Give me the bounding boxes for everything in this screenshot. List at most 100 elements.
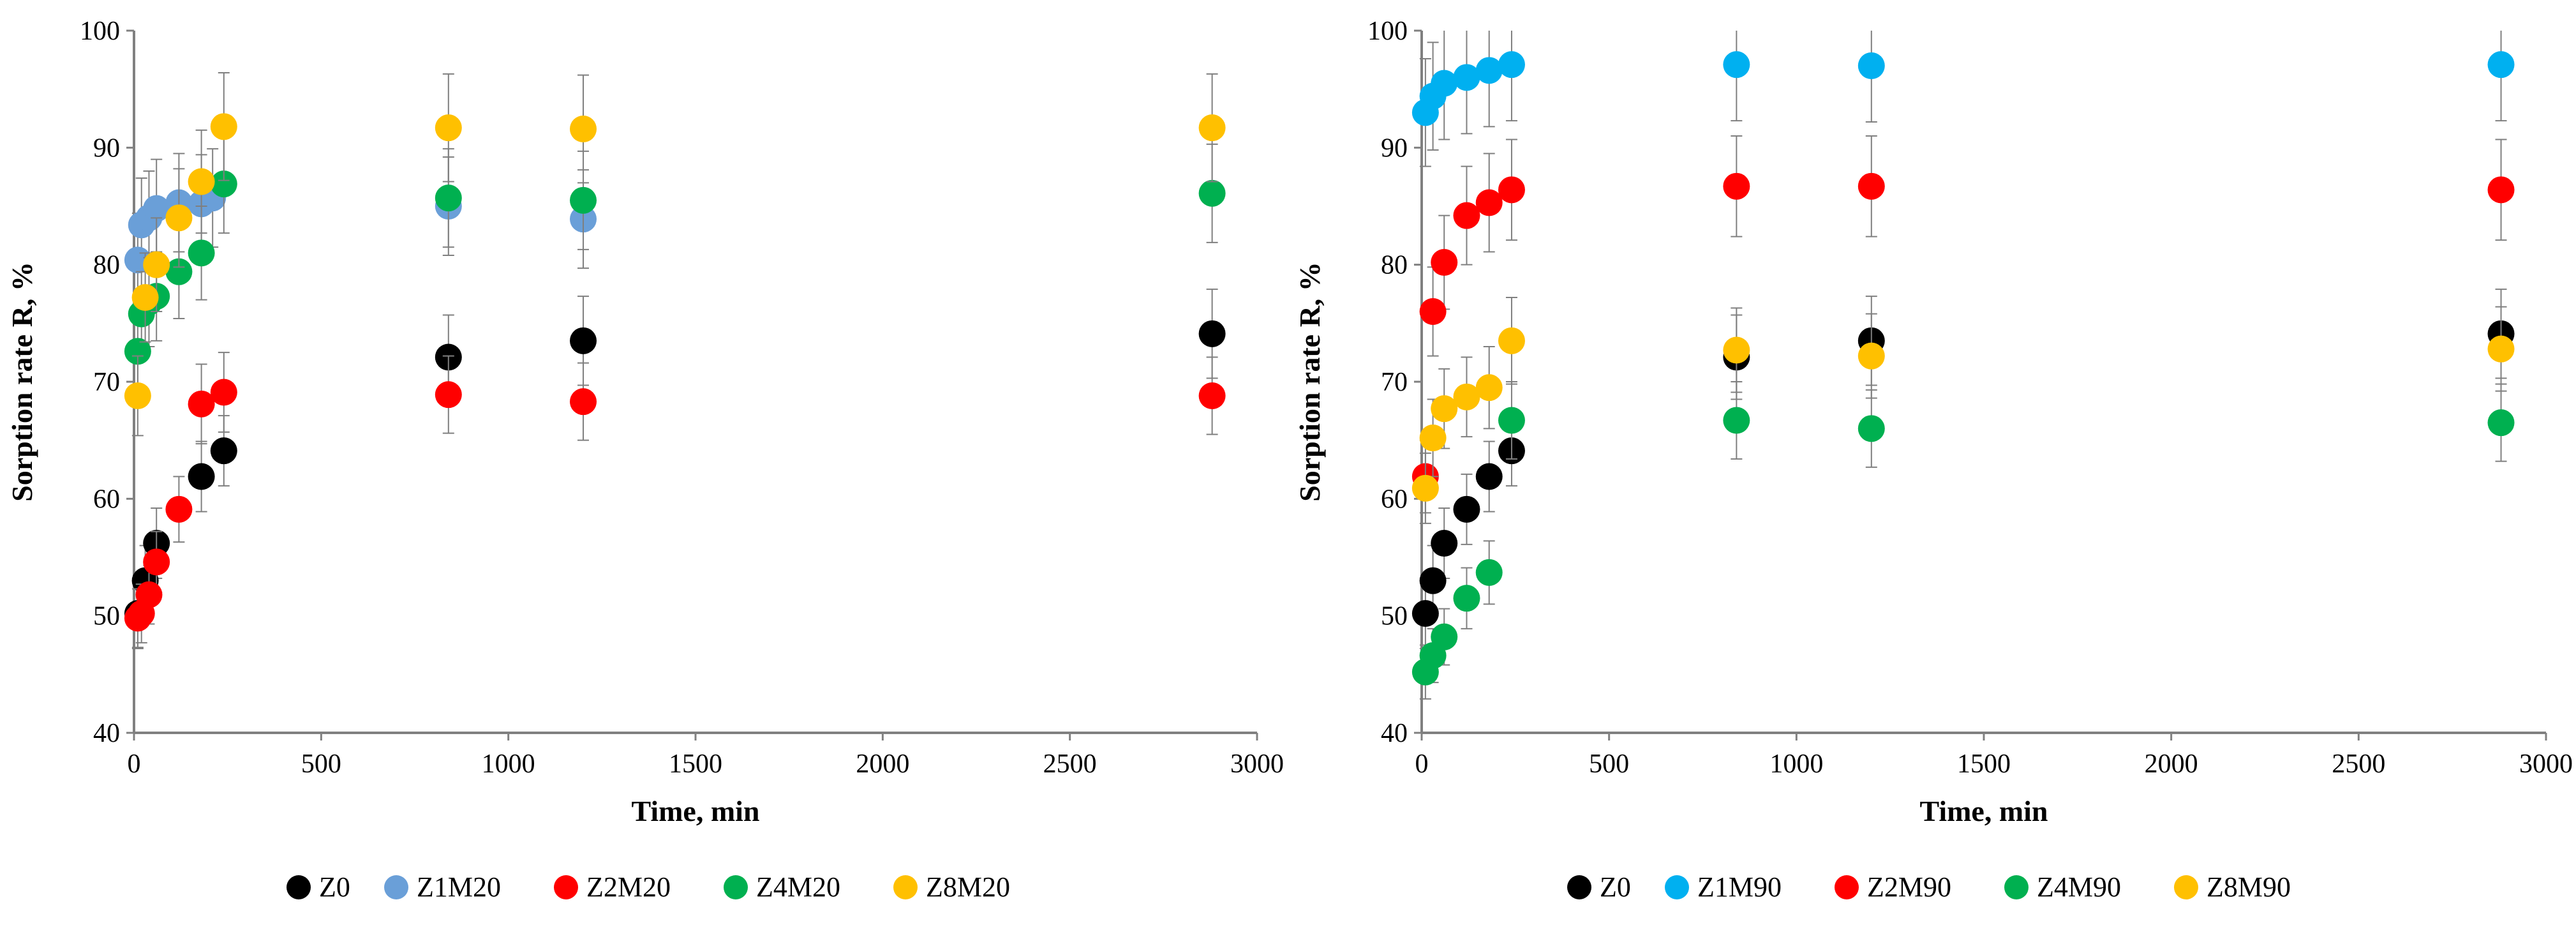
legend: Z0 Z1M20 Z2M20 Z4M20 Z8M20 — [287, 871, 1010, 903]
x-tick-label: 2000 — [856, 749, 909, 779]
legend-label: Z2M20 — [586, 871, 671, 903]
data-point — [435, 381, 462, 409]
data-point — [1723, 336, 1750, 364]
data-point — [143, 548, 170, 576]
data-point — [435, 114, 462, 142]
data-point — [1453, 202, 1480, 229]
series-Z0 — [1411, 289, 2515, 649]
x-tick-label: 500 — [1589, 749, 1629, 779]
data-point — [1498, 407, 1525, 434]
data-point — [131, 284, 159, 311]
data-point — [1419, 298, 1447, 325]
y-tick-label: 70 — [1381, 368, 1408, 397]
data-point — [2487, 409, 2515, 437]
x-tick-label: 500 — [301, 749, 341, 779]
data-point — [1419, 567, 1447, 594]
y-tick-label: 70 — [93, 368, 120, 397]
x-tick-label: 0 — [1415, 749, 1429, 779]
data-point — [165, 495, 193, 523]
series-Z0 — [124, 289, 1226, 649]
y-tick-label: 80 — [1381, 251, 1408, 280]
legend-label: Z1M20 — [417, 871, 501, 903]
y-tick-label: 40 — [93, 719, 120, 748]
data-point — [1453, 383, 1480, 410]
data-point — [1858, 52, 1885, 79]
legend-marker — [1665, 875, 1689, 899]
data-point — [188, 463, 215, 490]
data-point — [1723, 407, 1750, 434]
legend-marker — [1567, 875, 1591, 899]
data-point — [1198, 114, 1226, 142]
data-point — [435, 184, 462, 212]
data-point — [124, 382, 151, 409]
series-Z2M90 — [1411, 135, 2515, 514]
x-tick-label: 2500 — [1043, 749, 1097, 779]
series-Z4M20 — [124, 134, 1226, 395]
data-point — [1431, 623, 1458, 650]
y-tick-label: 60 — [1381, 485, 1408, 514]
x-axis-title: Time, min — [1919, 795, 2048, 827]
x-tick-label: 1000 — [1769, 749, 1823, 779]
y-tick-label: 90 — [1381, 133, 1408, 163]
data-point — [1475, 189, 1503, 216]
data-point — [1723, 172, 1750, 200]
x-tick-label: 3000 — [2519, 749, 2573, 779]
legend-marker — [384, 875, 408, 899]
x-tick-label: 1000 — [482, 749, 535, 779]
y-tick-label: 60 — [93, 485, 120, 514]
legend-label: Z4M90 — [2037, 871, 2121, 903]
series-Z4M90 — [1411, 381, 2515, 700]
legend-label: Z0 — [319, 871, 350, 903]
data-point — [1475, 463, 1503, 490]
data-point — [1475, 374, 1503, 402]
data-point — [2487, 176, 2515, 204]
data-point — [124, 338, 151, 365]
data-point — [210, 379, 237, 406]
data-point — [2487, 335, 2515, 363]
data-point — [1498, 327, 1525, 354]
data-point — [188, 390, 215, 417]
x-tick-label: 0 — [128, 749, 141, 779]
data-point — [570, 116, 597, 142]
data-point — [210, 113, 237, 140]
y-tick-label: 100 — [1367, 17, 1408, 46]
series-Z8M20 — [124, 72, 1226, 437]
legend-marker — [724, 875, 748, 899]
data-point — [1453, 495, 1480, 523]
data-point — [143, 251, 170, 278]
data-point — [1431, 530, 1458, 557]
data-point — [188, 239, 215, 267]
data-point — [1411, 474, 1439, 502]
y-tick-label: 40 — [1381, 719, 1408, 748]
y-axis-title: Sorption rate R, % — [6, 262, 38, 502]
legend-label: Z0 — [1600, 871, 1631, 903]
legend-label: Z8M20 — [926, 871, 1010, 903]
y-tick-label: 90 — [93, 133, 120, 163]
x-tick-label: 2500 — [2332, 749, 2385, 779]
data-point — [570, 327, 597, 354]
y-tick-label: 80 — [93, 251, 120, 280]
series-Z8M90 — [1411, 297, 2515, 524]
legend: Z0 Z1M90 Z2M90 Z4M90 Z8M90 — [1567, 871, 2291, 903]
data-point — [1723, 51, 1750, 79]
legend-label: Z2M90 — [1867, 871, 1951, 903]
legend-label: Z1M90 — [1697, 871, 1782, 903]
legend-marker — [554, 875, 578, 899]
data-point — [210, 437, 237, 465]
x-axis-title: Time, min — [631, 795, 759, 827]
data-point — [1858, 342, 1885, 370]
legend-label: Z8M90 — [2207, 871, 2291, 903]
data-point — [1453, 585, 1480, 612]
y-tick-label: 100 — [80, 17, 120, 46]
legend-marker — [2174, 875, 2198, 899]
data-point — [210, 170, 237, 198]
data-point — [1475, 559, 1503, 586]
legend-marker — [1835, 875, 1859, 899]
x-tick-label: 2000 — [2145, 749, 2198, 779]
series-Z1M90 — [1411, 31, 2515, 167]
data-point — [165, 204, 193, 232]
data-point — [1198, 382, 1226, 409]
series-Z2M20 — [124, 352, 1226, 649]
data-point — [143, 195, 170, 222]
